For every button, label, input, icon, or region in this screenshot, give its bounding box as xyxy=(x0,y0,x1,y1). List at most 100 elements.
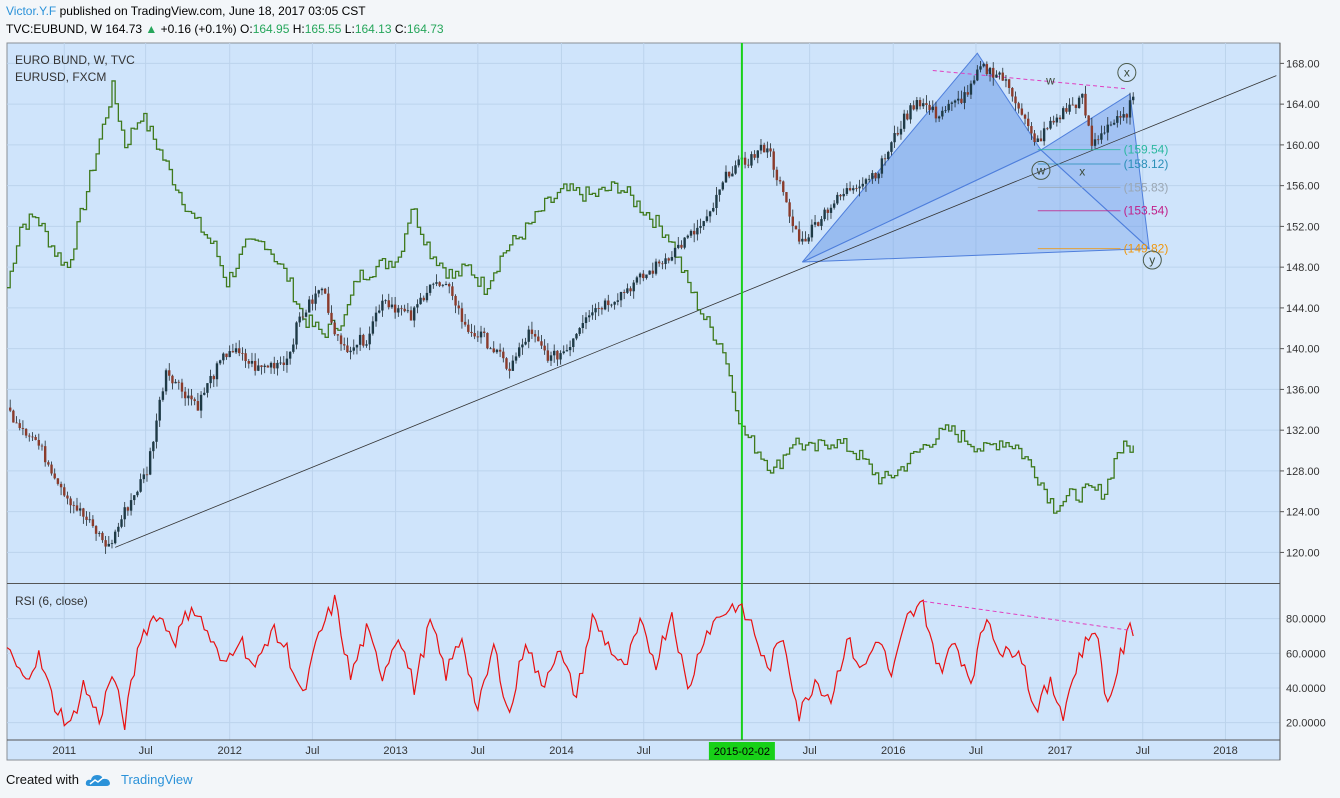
candle-body xyxy=(260,365,263,368)
candle-body xyxy=(193,399,196,402)
candle-body xyxy=(632,282,635,292)
time-tick-label: 2013 xyxy=(383,745,407,757)
candle-body xyxy=(880,158,884,174)
created-with-text: Created with xyxy=(6,772,79,787)
candle-body xyxy=(540,341,543,346)
candle-body xyxy=(1004,79,1008,81)
candle-body xyxy=(1017,103,1020,109)
candle-body xyxy=(1074,104,1078,109)
candle-body xyxy=(941,110,944,117)
candle-body xyxy=(98,532,101,534)
candle-body xyxy=(584,317,588,324)
tradingview-link[interactable]: TradingView xyxy=(120,772,193,787)
date-highlight-box xyxy=(708,742,775,760)
candle-body xyxy=(737,159,740,166)
time-tick-label: 2018 xyxy=(1213,745,1237,757)
candle-body xyxy=(110,543,114,544)
candle-body xyxy=(836,194,839,204)
candle-body xyxy=(374,312,378,322)
time-tick-label: 2011 xyxy=(52,745,76,757)
candle-body xyxy=(708,211,712,217)
candle-body xyxy=(677,244,680,248)
fib-label: (159.54) xyxy=(1124,143,1169,157)
candle-body xyxy=(645,274,648,279)
candle-body xyxy=(591,312,594,316)
time-tick-label: 2017 xyxy=(1048,745,1072,757)
time-tick-label: Jul xyxy=(139,745,153,757)
candle-body xyxy=(871,173,874,179)
candle-body xyxy=(1097,139,1100,141)
candle-body xyxy=(314,293,317,304)
time-tick-label: Jul xyxy=(305,745,319,757)
candle-body xyxy=(365,344,368,346)
price-tick-label: 132.00 xyxy=(1286,425,1320,437)
candle-body xyxy=(667,258,670,261)
candle-body xyxy=(168,370,171,376)
candle-body xyxy=(1071,104,1074,106)
candle-body xyxy=(298,316,301,323)
candle-body xyxy=(823,209,826,220)
price-tick-label: 120.00 xyxy=(1286,547,1320,559)
candle-body xyxy=(801,238,804,242)
candle-body xyxy=(587,315,591,318)
fib-label: (153.54) xyxy=(1124,204,1169,218)
author-link[interactable]: Victor.Y.F xyxy=(6,4,57,18)
candle-body xyxy=(683,237,686,248)
candle-body xyxy=(877,173,880,179)
candle-body xyxy=(91,519,95,526)
candle-body xyxy=(603,300,607,310)
candle-body xyxy=(902,113,906,129)
candle-body xyxy=(705,216,709,222)
fib-label: (155.83) xyxy=(1124,180,1169,194)
candle-body xyxy=(766,148,769,153)
candle-body xyxy=(791,216,794,226)
candle-body xyxy=(797,229,801,242)
candle-body xyxy=(848,188,852,191)
candle-body xyxy=(1132,96,1135,101)
candle-body xyxy=(136,491,139,496)
candle-body xyxy=(883,158,887,160)
candle-body xyxy=(699,226,702,228)
candle-body xyxy=(1065,108,1068,112)
candle-body xyxy=(1093,139,1097,146)
candle-body xyxy=(931,106,934,111)
candle-body xyxy=(972,80,976,84)
candle-body xyxy=(1122,114,1125,118)
candle-body xyxy=(82,508,85,517)
candle-body xyxy=(282,362,285,365)
candle-body xyxy=(600,308,604,310)
candle-body xyxy=(960,98,963,103)
last-price: 164.73 xyxy=(105,22,143,36)
candle-body xyxy=(909,105,912,120)
candle-body xyxy=(187,395,190,399)
candle-body xyxy=(950,102,954,104)
candle-body xyxy=(1103,132,1106,134)
candle-body xyxy=(572,338,575,348)
candle-body xyxy=(1116,116,1119,123)
candle-body xyxy=(343,344,346,346)
candle-body xyxy=(222,353,225,361)
candle-body xyxy=(457,305,460,309)
candle-body xyxy=(161,391,165,400)
candle-body xyxy=(839,194,842,197)
candle-body xyxy=(957,98,960,101)
candle-body xyxy=(918,100,922,107)
candle-body xyxy=(1106,124,1109,133)
candle-body xyxy=(75,505,79,511)
candle-body xyxy=(218,360,222,364)
candle-body xyxy=(123,507,126,520)
close-label: C: xyxy=(394,22,407,36)
candle-body xyxy=(113,531,117,544)
candle-body xyxy=(215,363,219,380)
candle-body xyxy=(664,258,667,265)
wave-circle xyxy=(1117,63,1137,83)
price-tick-label: 148.00 xyxy=(1286,262,1320,274)
candle-body xyxy=(804,238,807,242)
candle-body xyxy=(451,286,454,296)
candle-body xyxy=(607,300,610,306)
wave-label: w xyxy=(1036,163,1046,177)
candle-body xyxy=(543,345,546,351)
price-change: +0.16 (+0.1%) xyxy=(160,22,237,36)
candle-body xyxy=(120,519,123,527)
